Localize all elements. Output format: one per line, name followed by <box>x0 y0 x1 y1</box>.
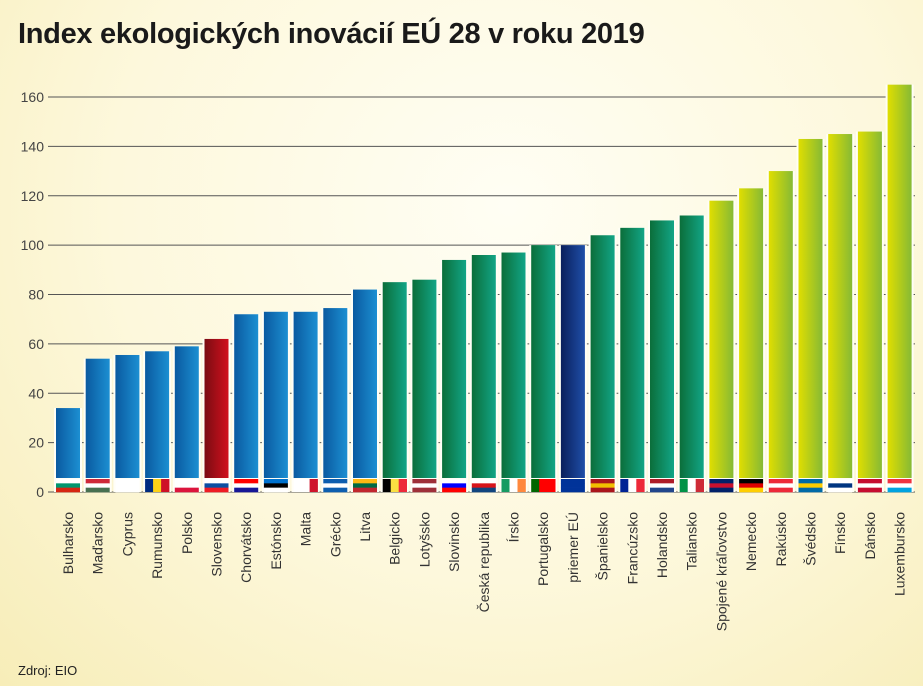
bar <box>471 255 496 478</box>
flag-icon <box>679 479 704 492</box>
x-tick-label: Nemecko <box>743 512 759 571</box>
x-tick-label: Polsko <box>179 512 195 554</box>
flag-icon <box>887 479 912 493</box>
chart-title: Index ekologických inovácií EÚ 28 v roku… <box>18 18 645 50</box>
bar <box>145 351 170 478</box>
bar <box>650 220 674 478</box>
bar <box>620 227 645 478</box>
x-tick-label: priemer EÚ <box>565 512 581 583</box>
flag-icon <box>798 479 823 493</box>
bar <box>531 245 556 478</box>
x-tick-label: Portugalsko <box>535 512 551 586</box>
bar <box>234 314 259 478</box>
bar <box>115 354 140 478</box>
x-tick-label: Litva <box>357 512 373 542</box>
flag-icon <box>85 479 110 493</box>
flag-icon <box>620 479 645 492</box>
flag-icon <box>739 479 764 493</box>
x-tick-label: Luxembursko <box>892 512 908 596</box>
x-tick-label: Belgicko <box>387 512 403 565</box>
x-tick-label: Francúzsko <box>624 512 640 585</box>
x-tick-label: Malta <box>298 512 314 546</box>
bar <box>174 346 199 478</box>
x-tick-label: Lotyšsko <box>416 512 432 567</box>
flag-icon <box>471 479 496 493</box>
flag-icon <box>412 479 437 493</box>
y-tick-label: 20 <box>28 435 44 451</box>
flag-icon <box>857 479 882 493</box>
flag-icon <box>590 479 615 493</box>
x-tick-label: Fínsko <box>832 512 848 554</box>
flag-icon <box>531 479 556 492</box>
x-tick-label: Bulharsko <box>60 512 76 574</box>
y-tick-label: 80 <box>28 287 44 303</box>
x-tick-label: Grécko <box>327 512 343 557</box>
x-tick-label: Rakúsko <box>773 512 789 567</box>
bar <box>768 171 793 478</box>
y-tick-label: 100 <box>21 237 45 253</box>
x-tick-label: Chorvátsko <box>238 512 254 583</box>
flag-icon <box>115 479 140 493</box>
bar <box>828 134 853 478</box>
y-tick-label: 60 <box>28 336 44 352</box>
x-tick-label: Spojené kráľovstvo <box>713 512 729 631</box>
flag-icon <box>204 479 229 493</box>
source-note: Zdroj: EIO <box>18 663 78 678</box>
y-tick-label: 120 <box>21 188 45 204</box>
y-tick-label: 140 <box>21 138 45 154</box>
x-tick-label: Švédsko <box>803 512 819 566</box>
x-tick-label: Slovensko <box>209 512 225 577</box>
flag-icon <box>501 479 526 492</box>
bar <box>323 308 348 478</box>
bar <box>887 84 912 478</box>
flag-icon <box>382 479 407 492</box>
x-tick-label: Dánsko <box>862 512 878 560</box>
bar <box>85 358 110 478</box>
flag-icon <box>650 479 674 493</box>
y-tick-label: 0 <box>36 484 44 500</box>
x-tick-label: Španielsko <box>595 512 611 581</box>
flag-icon <box>293 479 318 492</box>
x-tick-label: Slovinsko <box>446 512 462 572</box>
x-tick-label: Írsko <box>506 512 522 543</box>
flag-icon <box>234 479 259 493</box>
bar <box>857 131 882 478</box>
x-tick-label: Rumunsko <box>149 512 165 579</box>
bar <box>709 200 734 478</box>
bar <box>560 245 585 478</box>
bar <box>353 289 377 478</box>
bar <box>798 138 823 478</box>
bar <box>442 259 467 478</box>
x-tick-label: Taliansko <box>684 512 700 571</box>
flag-icon <box>828 479 853 493</box>
flag-icon <box>145 479 170 492</box>
y-tick-label: 40 <box>28 385 44 401</box>
bar <box>739 188 764 478</box>
bar <box>590 235 615 478</box>
flag-icon <box>263 479 288 493</box>
y-tick-label: 160 <box>21 89 45 105</box>
flag-icon <box>442 479 467 493</box>
x-tick-label: Česká republika <box>476 512 492 613</box>
bar <box>501 252 526 478</box>
bar <box>293 311 318 478</box>
flag-icon <box>709 479 734 493</box>
x-tick-label: Holandsko <box>654 512 670 578</box>
bar <box>204 338 229 478</box>
x-tick-label: Estónsko <box>268 512 284 570</box>
x-tick-label: Cyprus <box>119 512 135 556</box>
flag-icon <box>56 479 80 493</box>
flag-icon <box>323 479 348 493</box>
x-tick-label: Maďarsko <box>90 512 106 575</box>
bar <box>679 215 704 478</box>
flag-icon <box>768 479 793 493</box>
flag-icon <box>353 479 377 493</box>
bar <box>382 282 407 478</box>
bar <box>263 311 288 478</box>
bar <box>56 408 80 478</box>
flag-icon <box>174 479 199 493</box>
flag-icon <box>560 479 585 493</box>
bar <box>412 279 437 478</box>
